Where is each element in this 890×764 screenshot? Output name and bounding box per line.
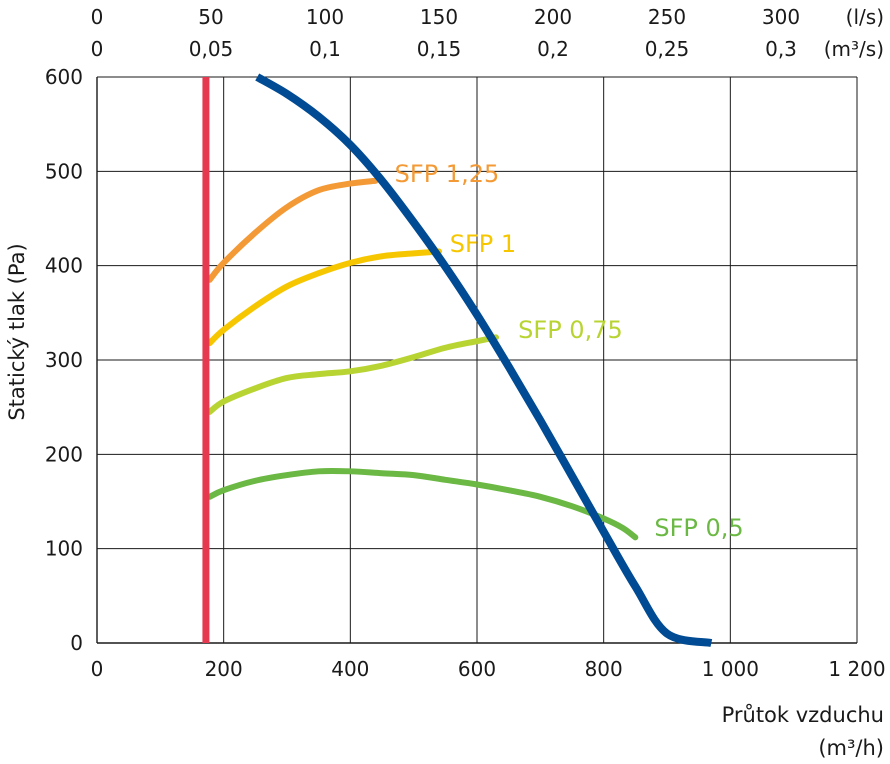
top-axis-tick-label: 0,3 <box>765 37 797 61</box>
x-tick-label: 800 <box>585 657 623 681</box>
series-label: SFP 0,75 <box>518 316 623 344</box>
x-tick-label: 600 <box>458 657 496 681</box>
top-axis-tick-label: 100 <box>306 5 344 29</box>
series-label: SFP 1 <box>450 230 516 258</box>
series-line-fan-curve <box>255 73 713 647</box>
y-tick-label: 500 <box>45 159 83 183</box>
top-axis-tick-label: 0,2 <box>537 37 569 61</box>
top-axis-tick-label: 200 <box>534 5 572 29</box>
x-tick-label: 1 000 <box>702 657 759 681</box>
series-line-sfp-0-75 <box>206 334 499 415</box>
y-tick-label: 300 <box>45 348 83 372</box>
series-label: SFP 1,25 <box>395 160 500 188</box>
x-tick-label: 1 200 <box>828 657 885 681</box>
top-axis-tick-label: 0,05 <box>189 37 234 61</box>
x-tick-label: 0 <box>91 657 104 681</box>
top-axis-tick-label: 50 <box>198 5 223 29</box>
top-axis-tick-label: 0 <box>91 37 104 61</box>
top-axis-unit: (m³/s) <box>824 37 884 61</box>
top-axis-tick-label: 300 <box>762 5 800 29</box>
y-tick-label: 0 <box>70 631 83 655</box>
series-line-sfp-1 <box>206 248 442 347</box>
y-tick-label: 200 <box>45 442 83 466</box>
y-tick-label: 600 <box>45 65 83 89</box>
top-axis-tick-label: 0,25 <box>645 37 690 61</box>
x-tick-label: 400 <box>331 657 369 681</box>
y-tick-label: 400 <box>45 254 83 278</box>
top-axis-tick-label: 150 <box>420 5 458 29</box>
top-axis-tick-label: 0,15 <box>417 37 462 61</box>
x-axis-unit: (m³/h) <box>818 736 884 760</box>
top-axis-tick-label: 0,1 <box>309 37 341 61</box>
series-line-sfp-1-25 <box>206 177 379 283</box>
x-tick-label: 200 <box>205 657 243 681</box>
top-axis-tick-label: 0 <box>91 5 104 29</box>
series-label: SFP 0,5 <box>654 514 743 542</box>
x-axis-title: Průtok vzduchu <box>722 703 884 727</box>
top-axis-unit: (l/s) <box>846 5 884 29</box>
top-axis-tick-label: 250 <box>648 5 686 29</box>
y-tick-label: 100 <box>45 537 83 561</box>
y-axis-title: Statický tlak (Pa) <box>5 243 29 420</box>
